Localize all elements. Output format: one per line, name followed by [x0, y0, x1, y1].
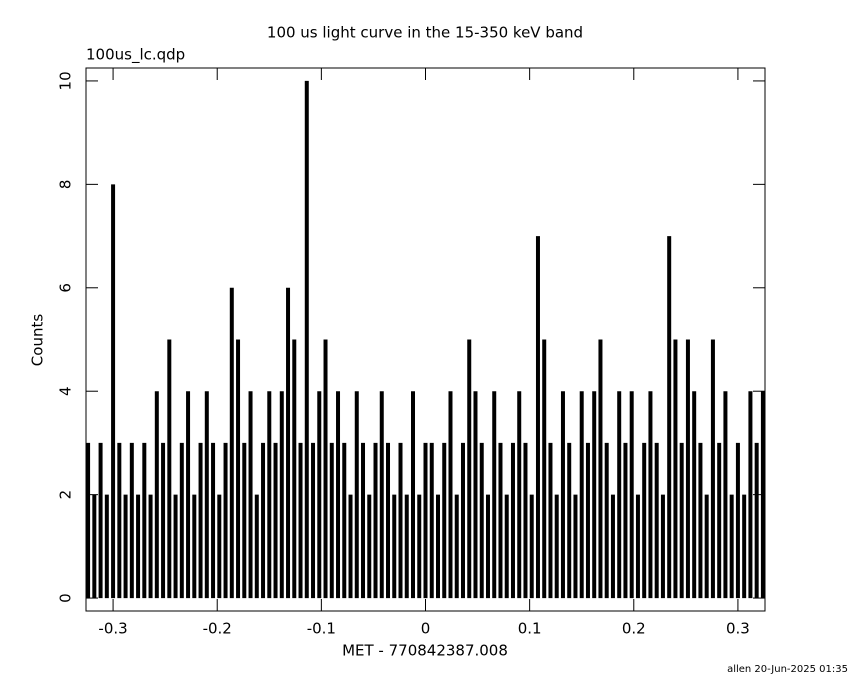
- y-tick-label: 4: [57, 386, 75, 396]
- y-axis-label: Counts: [29, 314, 47, 367]
- chart-title: 100 us light curve in the 15-350 keV ban…: [267, 24, 583, 42]
- x-axis-label: MET - 770842387.008: [342, 642, 508, 660]
- y-tick-label: 2: [57, 490, 75, 500]
- x-tick-label: -0.1: [307, 620, 336, 638]
- file-label: 100us_lc.qdp: [86, 46, 185, 65]
- x-tick-label: 0: [421, 620, 431, 638]
- x-tick-label: -0.3: [98, 620, 127, 638]
- y-tick-label: 8: [57, 180, 75, 190]
- y-tick-label: 10: [57, 71, 75, 90]
- x-tick-label: 0.1: [518, 620, 542, 638]
- x-tick-label: 0.2: [622, 620, 646, 638]
- footer: allen 20-Jun-2025 01:35: [727, 664, 848, 675]
- x-tick-label: -0.2: [203, 620, 232, 638]
- x-tick-label: 0.3: [726, 620, 750, 638]
- y-tick-label: 0: [57, 593, 75, 603]
- y-tick-label: 6: [57, 283, 75, 293]
